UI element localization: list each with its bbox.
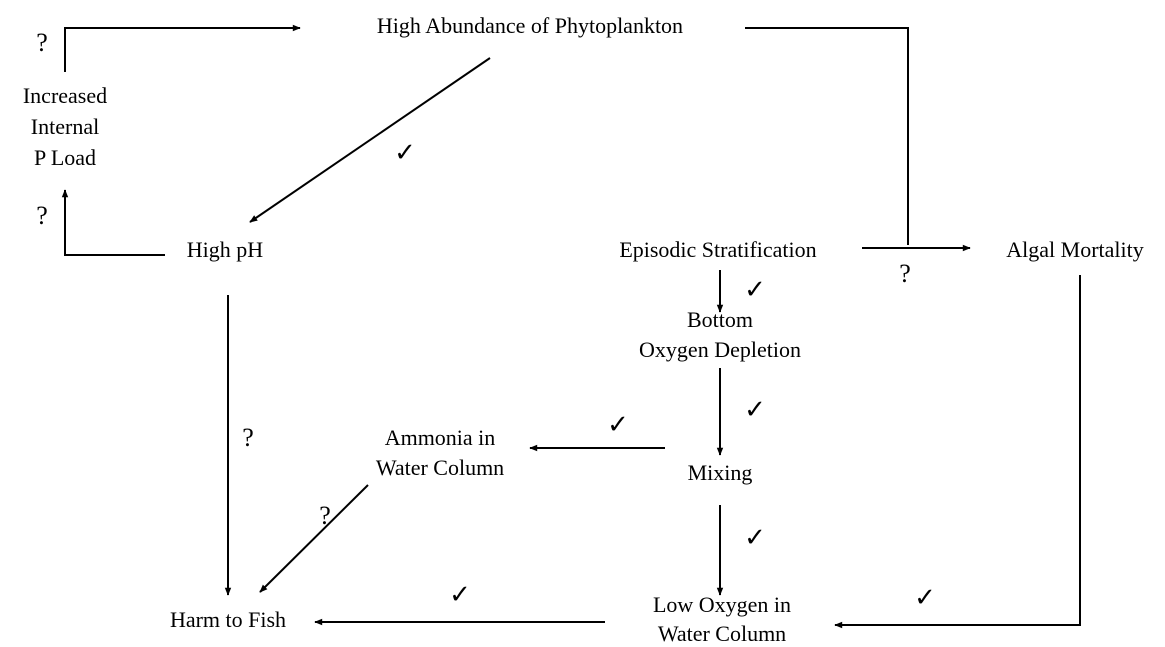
- node-label: Harm to Fish: [170, 607, 286, 632]
- node-label: Water Column: [376, 455, 504, 480]
- edge-arrow: [249, 57, 491, 223]
- edge-label: ?: [242, 423, 254, 452]
- edge-label: ?: [319, 501, 331, 530]
- edge-label: ✓: [744, 275, 766, 304]
- edge-arrow: [834, 275, 1081, 629]
- edge-arrow: [64, 24, 301, 72]
- node-label: P Load: [34, 145, 96, 170]
- edge-label: ?: [899, 259, 911, 288]
- node-label: Ammonia in: [385, 425, 496, 450]
- node-label: Internal: [31, 114, 99, 139]
- node-label: Low Oxygen in: [653, 592, 791, 617]
- node-label: Increased: [23, 83, 107, 108]
- edge-arrow: [259, 484, 369, 593]
- edge-label: ✓: [744, 395, 766, 424]
- node-label: Oxygen Depletion: [639, 337, 801, 362]
- node-label: High pH: [187, 237, 264, 262]
- edge-label: ?: [36, 28, 48, 57]
- node-label: Mixing: [688, 460, 753, 485]
- edge-label: ?: [36, 201, 48, 230]
- edge-label: ✓: [744, 523, 766, 552]
- edge-label: ✓: [607, 410, 629, 439]
- node-label: High Abundance of Phytoplankton: [377, 13, 683, 38]
- edge-arrow: [745, 27, 909, 245]
- edge-arrow: [61, 189, 165, 256]
- edge-label: ✓: [914, 583, 936, 612]
- edge-label: ✓: [394, 138, 416, 167]
- node-label: Episodic Stratification: [619, 237, 816, 262]
- node-label: Algal Mortality: [1006, 237, 1143, 262]
- node-label: Water Column: [658, 621, 786, 646]
- edge-label: ✓: [449, 580, 471, 609]
